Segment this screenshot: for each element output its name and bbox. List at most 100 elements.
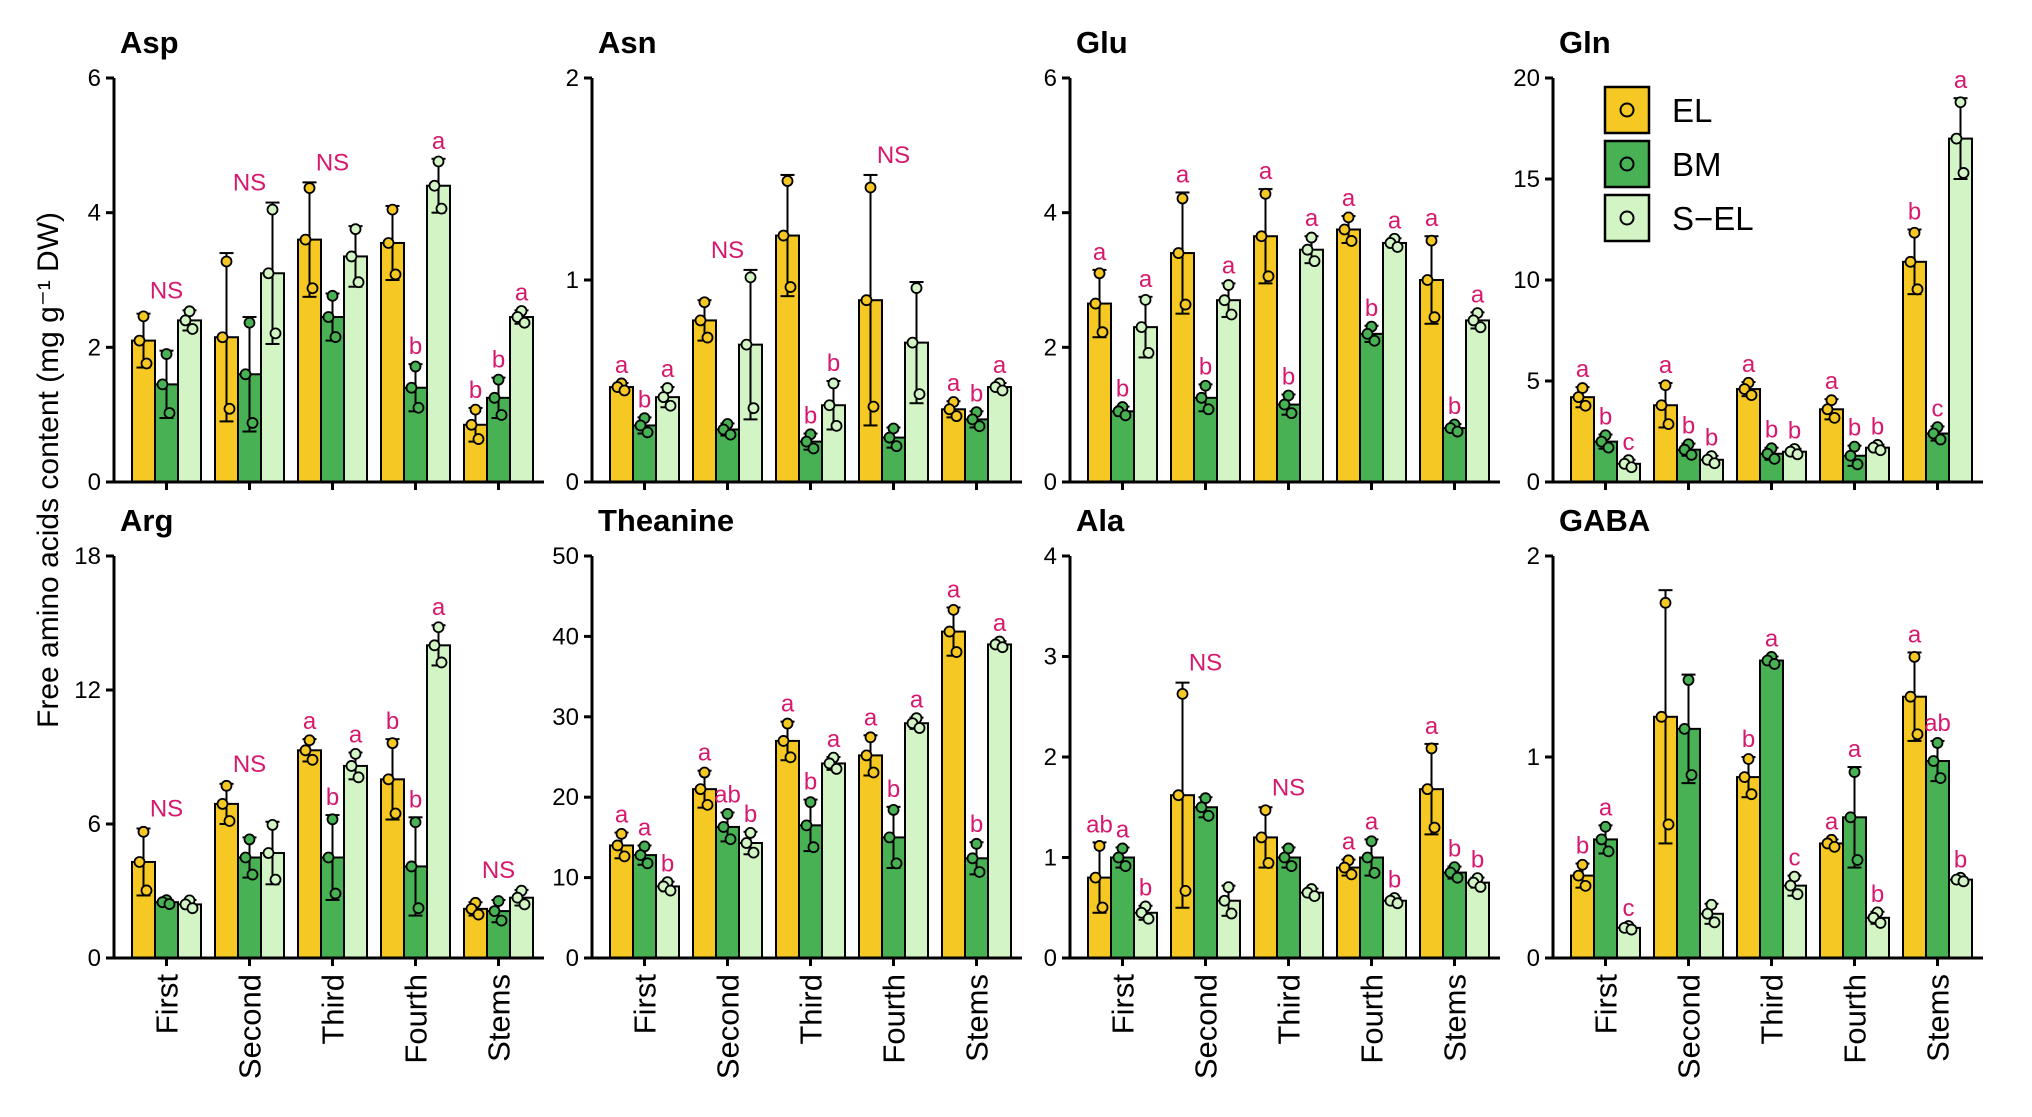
data-point bbox=[322, 851, 335, 864]
data-point bbox=[1142, 912, 1155, 925]
category-label: Second bbox=[1189, 974, 1224, 1079]
data-point bbox=[216, 331, 229, 344]
bar-s-el-first bbox=[177, 319, 202, 483]
data-point bbox=[1278, 398, 1291, 411]
data-point bbox=[1572, 391, 1585, 404]
significance-label: a bbox=[1425, 205, 1439, 232]
bar-bm-first bbox=[1110, 410, 1135, 483]
y-tick-label: 4 bbox=[88, 200, 101, 227]
bar-el-stems bbox=[941, 630, 966, 959]
category-label: First bbox=[150, 974, 185, 1035]
data-point bbox=[1089, 871, 1102, 884]
data-point bbox=[950, 646, 963, 658]
significance-label: NS bbox=[711, 237, 744, 264]
data-point bbox=[740, 837, 753, 849]
data-point bbox=[1361, 851, 1374, 864]
significance-label: b bbox=[1448, 836, 1461, 863]
significance-label: b bbox=[1682, 413, 1695, 440]
bar-el-first bbox=[609, 844, 634, 959]
legend-marker-el bbox=[1619, 102, 1635, 118]
y-tick-label: 30 bbox=[552, 704, 579, 731]
data-point bbox=[1904, 690, 1917, 703]
category-label: Fourth bbox=[877, 974, 912, 1064]
data-point bbox=[1784, 879, 1797, 892]
significance-label: a bbox=[698, 740, 712, 767]
data-point bbox=[1927, 755, 1940, 767]
significance-label: a bbox=[661, 356, 675, 383]
bar-s-el-stems bbox=[1465, 881, 1490, 959]
data-point bbox=[1142, 346, 1155, 359]
data-point bbox=[1119, 409, 1132, 422]
data-point bbox=[701, 331, 714, 344]
significance-label: b bbox=[1116, 376, 1129, 403]
data-point bbox=[1828, 840, 1841, 853]
data-point bbox=[804, 796, 817, 809]
significance-label: b bbox=[804, 769, 817, 796]
data-point bbox=[1179, 884, 1192, 897]
significance-label: b bbox=[1448, 393, 1461, 420]
data-point bbox=[262, 267, 275, 280]
significance-label: a bbox=[1825, 808, 1839, 835]
significance-label: a bbox=[432, 128, 446, 155]
data-point bbox=[777, 735, 790, 747]
significance-label: c bbox=[1623, 429, 1635, 456]
y-tick-label: 1 bbox=[1044, 845, 1057, 872]
data-point bbox=[1931, 737, 1944, 749]
data-point bbox=[887, 804, 900, 816]
bar-s-el-third bbox=[1299, 891, 1324, 959]
data-point bbox=[220, 779, 233, 792]
data-point bbox=[160, 348, 173, 360]
data-point bbox=[156, 378, 169, 391]
significance-label: b bbox=[409, 786, 422, 813]
data-point bbox=[345, 250, 358, 263]
bar-el-second bbox=[692, 319, 717, 483]
data-point bbox=[1954, 96, 1967, 109]
significance-label: c bbox=[1623, 895, 1635, 922]
y-tick-label: 50 bbox=[552, 543, 579, 570]
data-point bbox=[488, 905, 501, 917]
y-tick-label: 4 bbox=[1044, 200, 1057, 227]
category-label: Third bbox=[1755, 974, 1790, 1045]
data-point bbox=[1285, 407, 1298, 420]
data-point bbox=[883, 831, 896, 844]
legend-label-s-el: S−EL bbox=[1672, 200, 1754, 237]
panel-title: Asn bbox=[598, 25, 657, 60]
significance-label: a bbox=[993, 610, 1007, 637]
y-tick-label: 18 bbox=[74, 543, 101, 570]
bar-s-el-third bbox=[343, 764, 368, 960]
data-point bbox=[1259, 804, 1272, 817]
legend-marker-bm bbox=[1619, 156, 1635, 172]
data-point bbox=[864, 731, 877, 744]
data-point bbox=[1708, 916, 1721, 929]
data-point bbox=[1844, 811, 1857, 824]
bar-s-el-first bbox=[655, 885, 680, 959]
data-point bbox=[781, 717, 794, 730]
y-tick-label: 2 bbox=[1044, 744, 1057, 771]
significance-label: NS bbox=[150, 277, 183, 304]
data-point bbox=[1655, 399, 1668, 412]
data-point bbox=[239, 851, 252, 864]
significance-label: a bbox=[515, 279, 529, 306]
data-point bbox=[186, 902, 199, 915]
data-point bbox=[269, 327, 282, 340]
data-point bbox=[1599, 820, 1612, 833]
panel-title: Arg bbox=[120, 503, 173, 538]
data-point bbox=[223, 815, 236, 827]
y-tick-label: 3 bbox=[1044, 644, 1057, 671]
data-point bbox=[1195, 801, 1208, 814]
y-tick-label: 0 bbox=[88, 469, 101, 496]
significance-label: a bbox=[1599, 794, 1613, 821]
data-point bbox=[1093, 840, 1106, 852]
data-point bbox=[322, 311, 335, 323]
data-point bbox=[1176, 687, 1189, 700]
legend: EL BM S−EL bbox=[1603, 85, 1754, 243]
data-point bbox=[495, 914, 508, 927]
data-point bbox=[724, 428, 737, 441]
data-point bbox=[412, 401, 425, 414]
data-point bbox=[1421, 274, 1434, 286]
data-point bbox=[1255, 230, 1268, 243]
significance-label: NS bbox=[1189, 650, 1222, 677]
significance-label: b bbox=[804, 403, 817, 430]
data-point bbox=[382, 237, 395, 249]
data-point bbox=[1172, 789, 1185, 802]
